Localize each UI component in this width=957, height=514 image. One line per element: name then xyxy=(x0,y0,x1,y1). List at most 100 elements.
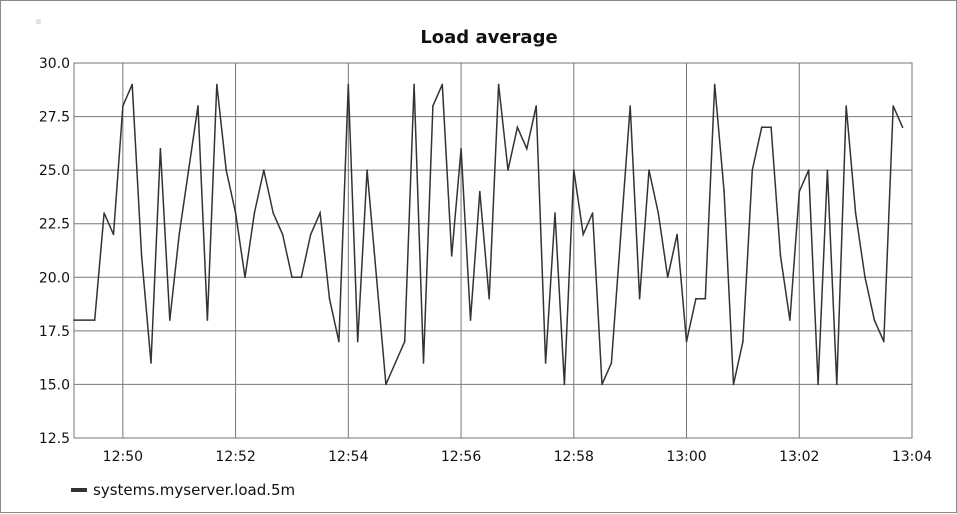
y-tick-label: 12.5 xyxy=(39,431,70,447)
data-point xyxy=(620,233,622,236)
y-tick-label: 20.0 xyxy=(39,270,70,286)
data-point xyxy=(403,340,406,343)
data-point xyxy=(73,319,75,321)
data-point xyxy=(291,276,293,279)
data-point xyxy=(394,362,397,364)
x-tick-label: 12:52 xyxy=(215,449,255,465)
data-point xyxy=(507,169,509,171)
chart-title: Load average xyxy=(420,27,557,48)
data-point xyxy=(845,105,847,107)
data-point xyxy=(178,233,180,236)
x-tick-label: 12:50 xyxy=(103,449,143,465)
y-tick-label: 27.5 xyxy=(39,110,70,126)
data-point xyxy=(883,340,885,343)
data-point xyxy=(216,83,218,86)
data-point xyxy=(573,169,575,171)
y-tick-label: 30.0 xyxy=(39,56,70,72)
data-point xyxy=(807,169,810,171)
data-point xyxy=(441,83,444,86)
data-point xyxy=(638,297,641,300)
data-point xyxy=(704,297,707,300)
data-point xyxy=(328,297,331,300)
x-tick-label: 13:00 xyxy=(666,449,706,465)
data-point xyxy=(601,383,603,386)
x-tick-label: 12:58 xyxy=(554,449,594,465)
data-point xyxy=(347,83,350,86)
data-point xyxy=(751,169,754,171)
data-point xyxy=(732,383,735,386)
legend-swatch xyxy=(71,488,87,492)
data-point xyxy=(309,233,312,236)
data-point xyxy=(450,255,453,257)
x-tick-label: 12:54 xyxy=(328,449,368,465)
data-point xyxy=(112,233,115,236)
x-tick-label: 13:04 xyxy=(892,449,932,465)
grid xyxy=(73,62,913,439)
data-point xyxy=(225,169,227,171)
data-point xyxy=(197,105,199,107)
data-point xyxy=(742,340,744,343)
data-point xyxy=(159,147,162,150)
data-point xyxy=(873,319,876,321)
data-point xyxy=(169,319,171,321)
data-point xyxy=(760,126,763,129)
y-tick-label: 22.5 xyxy=(39,217,70,233)
data-point xyxy=(122,105,124,107)
data-point xyxy=(770,126,772,129)
data-point xyxy=(676,233,678,236)
data-point xyxy=(103,212,105,214)
series-layer xyxy=(73,83,904,386)
data-point xyxy=(610,362,613,364)
axes: 30.0 27.5 25.0 22.5 20.0 17.5 15.0 12.5 12:50 12:… xyxy=(39,56,932,465)
data-point xyxy=(864,276,866,279)
corner-marker xyxy=(36,19,41,24)
data-point xyxy=(836,383,838,386)
data-point xyxy=(281,233,284,236)
data-point xyxy=(469,319,472,321)
data-point xyxy=(244,276,246,279)
data-point xyxy=(479,190,481,193)
data-point xyxy=(695,297,697,300)
data-point xyxy=(666,276,669,279)
data-point xyxy=(131,83,133,86)
data-point xyxy=(554,212,556,214)
data-point xyxy=(826,169,829,171)
data-point xyxy=(685,340,688,343)
data-point xyxy=(892,105,894,107)
y-tick-label: 15.0 xyxy=(39,377,70,393)
data-point xyxy=(460,147,462,150)
x-tick-label: 12:56 xyxy=(441,449,481,465)
data-point xyxy=(563,383,566,386)
legend: systems.myserver.load.5m xyxy=(71,481,295,499)
data-point xyxy=(657,212,660,214)
data-point xyxy=(544,362,547,364)
data-point xyxy=(375,276,378,279)
legend-label: systems.myserver.load.5m xyxy=(93,481,295,499)
series-line-0 xyxy=(74,84,904,385)
data-point xyxy=(338,340,340,343)
data-point xyxy=(366,169,368,171)
data-point xyxy=(488,297,491,300)
data-point xyxy=(413,83,415,86)
data-point xyxy=(140,255,143,257)
data-point xyxy=(591,212,594,214)
data-point xyxy=(150,362,152,364)
data-point xyxy=(319,212,321,214)
data-point xyxy=(789,319,791,321)
data-point xyxy=(798,190,801,193)
data-point xyxy=(356,340,359,343)
data-point xyxy=(432,105,434,107)
data-point xyxy=(497,83,500,86)
data-point xyxy=(187,169,190,171)
data-point xyxy=(93,319,96,321)
data-point xyxy=(234,212,237,214)
data-point xyxy=(723,190,725,193)
data-point xyxy=(854,212,857,214)
data-point xyxy=(526,147,528,150)
data-point xyxy=(300,276,303,279)
data-point xyxy=(516,126,519,129)
data-point xyxy=(206,319,209,321)
data-point xyxy=(648,169,650,171)
